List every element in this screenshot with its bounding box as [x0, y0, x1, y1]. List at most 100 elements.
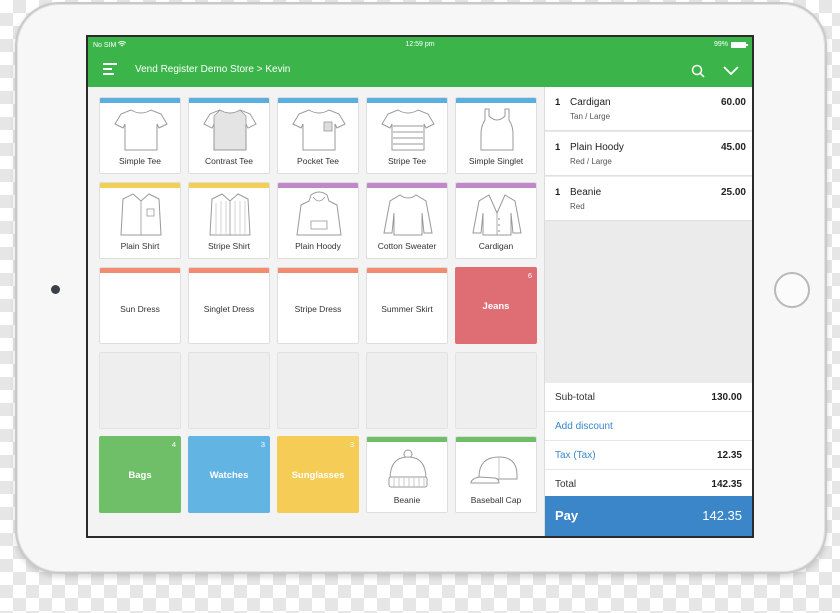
product-tile-contrast-tee[interactable]: Contrast Tee [188, 97, 270, 174]
product-label: Baseball Cap [470, 495, 522, 505]
line-item[interactable]: 1 Plain Hoody Red / Large 45.00 [545, 132, 752, 176]
product-folder-bags[interactable]: 4 Bags [99, 436, 181, 513]
subtotal-label: Sub-total [555, 392, 596, 403]
line-item[interactable]: 1 Beanie Red 25.00 [545, 177, 752, 221]
product-label: Stripe Shirt [207, 241, 251, 251]
line-item-variant: Red / Large [570, 157, 612, 166]
product-label: Contrast Tee [204, 156, 254, 166]
product-label: Simple Singlet [468, 156, 524, 166]
discount-row: Add discount [545, 412, 752, 441]
product-label: Sun Dress [120, 304, 160, 314]
wifi-icon [118, 41, 127, 47]
status-bar: No SIM 12:59 pm 99% [88, 37, 752, 53]
empty-tile [188, 352, 270, 429]
product-tile-cotton-sweater[interactable]: Cotton Sweater [366, 182, 448, 259]
product-tile-cardigan[interactable]: Cardigan [455, 182, 537, 259]
line-item-name: Plain Hoody [570, 142, 624, 153]
line-item-name: Beanie [570, 187, 602, 198]
product-folder-watches[interactable]: 3 Watches [188, 436, 270, 513]
product-tile-baseball-cap[interactable]: Baseball Cap [455, 436, 537, 513]
product-folder-sunglasses[interactable]: 3 Sunglasses [277, 436, 359, 513]
pay-label: Pay [555, 508, 579, 523]
pay-amount: 142.35 [702, 508, 742, 523]
total-label: Total [555, 479, 577, 490]
item-count-badge: 4 [171, 440, 176, 449]
striped-shirt-icon [209, 193, 251, 236]
product-label: Bags [128, 470, 152, 481]
battery-percent: 99% [713, 41, 728, 48]
contrast-tshirt-icon [203, 109, 257, 151]
product-tile-singlet-dress[interactable]: Singlet Dress [188, 267, 270, 344]
product-label: Singlet Dress [203, 304, 255, 314]
product-label: Stripe Tee [387, 156, 427, 166]
total-value: 142.35 [711, 479, 742, 490]
nav-title: Vend Register Demo Store > Kevin [135, 64, 291, 75]
empty-tile [366, 352, 448, 429]
baseball-cap-icon [470, 456, 518, 484]
carrier-label: No SIM [93, 41, 127, 49]
line-item-name: Cardigan [570, 97, 611, 108]
tax-row: Tax (Tax) 12.35 [545, 441, 752, 470]
line-item-qty: 1 [555, 97, 561, 108]
product-folder-jeans[interactable]: 6 Jeans [455, 267, 537, 344]
product-tile-summer-skirt[interactable]: Summer Skirt [366, 267, 448, 344]
subtotal-row: Sub-total 130.00 [545, 383, 752, 412]
sale-panel: 1 Cardigan Tan / Large 60.00 1 Plain Hoo… [545, 87, 752, 536]
line-item[interactable]: 1 Cardigan Tan / Large 60.00 [545, 87, 752, 131]
product-label: Sunglasses [291, 470, 345, 481]
product-label: Cotton Sweater [377, 241, 437, 251]
battery-icon [731, 41, 748, 48]
product-tile-plain-hoody[interactable]: Plain Hoody [277, 182, 359, 259]
sale-totals: Sub-total 130.00 Add discount Tax (Tax) … [545, 383, 752, 499]
product-tile-stripe-tee[interactable]: Stripe Tee [366, 97, 448, 174]
product-label: Watches [209, 470, 249, 481]
tshirt-icon [114, 109, 168, 151]
line-item-qty: 1 [555, 187, 561, 198]
product-tile-simple-tee[interactable]: Simple Tee [99, 97, 181, 174]
product-label: Plain Hoody [295, 241, 341, 251]
product-label: Plain Shirt [120, 241, 160, 251]
pay-button[interactable]: Pay 142.35 [545, 496, 752, 536]
navbar: Vend Register Demo Store > Kevin [88, 53, 752, 87]
status-time: 12:59 pm [405, 41, 435, 48]
empty-tile [99, 352, 181, 429]
subtotal-value: 130.00 [711, 392, 742, 403]
product-tile-stripe-dress[interactable]: Stripe Dress [277, 267, 359, 344]
product-label: Jeans [482, 301, 510, 312]
menu-icon[interactable] [103, 63, 117, 77]
home-button[interactable] [774, 272, 810, 308]
product-tile-simple-singlet[interactable]: Simple Singlet [455, 97, 537, 174]
line-item-variant: Tan / Large [570, 112, 611, 121]
register-screen: No SIM 12:59 pm 99% Vend Register Demo S… [86, 35, 754, 538]
product-tile-pocket-tee[interactable]: Pocket Tee [277, 97, 359, 174]
pocket-tshirt-icon [292, 109, 346, 151]
chevron-down-icon[interactable] [723, 65, 739, 76]
product-tile-stripe-shirt[interactable]: Stripe Shirt [188, 182, 270, 259]
line-item-price: 45.00 [720, 142, 746, 153]
product-label: Pocket Tee [297, 156, 339, 166]
singlet-icon [480, 108, 514, 151]
product-label: Beanie [393, 495, 421, 505]
striped-tshirt-icon [381, 109, 435, 151]
tax-link[interactable]: Tax (Tax) [555, 450, 596, 461]
add-discount-link[interactable]: Add discount [555, 421, 613, 432]
product-label: Summer Skirt [381, 304, 433, 314]
tax-value: 12.35 [716, 450, 742, 461]
shirt-icon [120, 193, 162, 236]
line-item-qty: 1 [555, 142, 561, 153]
line-item-price: 25.00 [720, 187, 746, 198]
cardigan-icon [472, 194, 522, 236]
search-icon[interactable] [691, 64, 705, 78]
total-row: Total 142.35 [545, 470, 752, 499]
product-tile-plain-shirt[interactable]: Plain Shirt [99, 182, 181, 259]
line-item-variant: Red [570, 202, 585, 211]
beanie-icon [388, 449, 428, 488]
item-count-badge: 3 [260, 440, 265, 449]
item-count-badge: 3 [349, 440, 354, 449]
product-tile-sun-dress[interactable]: Sun Dress [99, 267, 181, 344]
hoody-icon [296, 191, 342, 236]
product-label: Cardigan [478, 241, 514, 251]
product-label: Stripe Dress [294, 304, 342, 314]
product-tile-beanie[interactable]: Beanie [366, 436, 448, 513]
empty-tile [277, 352, 359, 429]
